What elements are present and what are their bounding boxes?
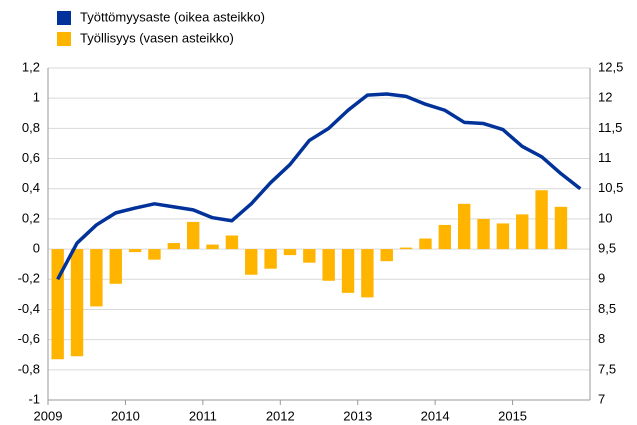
bar <box>303 249 316 263</box>
y-tick-label: 0,6 <box>22 150 40 165</box>
bar <box>264 249 277 269</box>
bar <box>128 249 142 253</box>
bar <box>554 206 568 250</box>
x-tick-label: 2013 <box>343 408 372 423</box>
y2-tick-label: 12,5 <box>598 59 623 74</box>
y2-tick-label: 10 <box>598 210 612 225</box>
x-tick-label: 2011 <box>189 408 217 423</box>
y-tick-label: 0,4 <box>22 180 40 195</box>
y2-tick-label: 11,5 <box>598 120 622 135</box>
bar <box>148 249 161 260</box>
bar <box>380 249 393 262</box>
y-tick-label: -0,6 <box>18 331 40 346</box>
y-tick-label: -0,4 <box>18 301 40 316</box>
y2-tick-label: 9,5 <box>598 241 616 256</box>
y-tick-label: -1 <box>28 391 40 406</box>
y2-tick-label: 7,5 <box>598 361 616 376</box>
y-tick-label: 0,8 <box>22 120 40 135</box>
bar <box>438 224 452 250</box>
legend-swatch <box>57 32 71 46</box>
y2-tick-label: 8,5 <box>598 301 616 316</box>
bar <box>109 249 122 284</box>
y2-tick-label: 9 <box>598 271 605 286</box>
bar <box>245 249 258 275</box>
bar <box>457 203 471 250</box>
bar <box>535 190 548 250</box>
legend-label: Työllisyys (vasen asteikko) <box>80 30 234 45</box>
y-tick-label: 0 <box>33 241 40 256</box>
y2-tick-label: 7 <box>598 391 605 406</box>
x-tick-label: 2009 <box>34 408 63 423</box>
y-tick-label: 1,2 <box>22 59 40 74</box>
bar <box>341 249 355 293</box>
bar <box>516 214 529 250</box>
bar <box>477 218 490 250</box>
x-tick-label: 2010 <box>111 408 140 423</box>
bar <box>51 249 64 360</box>
bar <box>419 238 432 250</box>
bar <box>206 244 219 250</box>
y2-tick-label: 11 <box>598 150 612 165</box>
legend-label: Työttömyysaste (oikea asteikko) <box>80 9 265 24</box>
y2-tick-label: 12 <box>598 90 612 105</box>
bar <box>283 249 297 256</box>
y-tick-label: -0,8 <box>18 361 40 376</box>
x-tick-label: 2012 <box>266 408 295 423</box>
y-tick-label: 0,2 <box>22 210 40 225</box>
bar <box>90 249 103 307</box>
y2-tick-label: 8 <box>598 331 605 346</box>
bar <box>70 249 84 357</box>
legend-swatch <box>57 11 71 25</box>
bar <box>399 247 413 250</box>
bar <box>322 249 335 281</box>
y2-tick-label: 10,5 <box>598 180 623 195</box>
x-tick-label: 2014 <box>421 408 450 423</box>
x-tick-label: 2015 <box>498 408 527 423</box>
bar <box>167 243 181 250</box>
bar <box>496 223 510 250</box>
line <box>56 92 582 281</box>
bar <box>186 221 200 250</box>
y-tick-label: -0,2 <box>18 271 40 286</box>
y-tick-label: 1 <box>33 90 40 105</box>
bar <box>225 235 239 250</box>
bar <box>361 249 374 298</box>
